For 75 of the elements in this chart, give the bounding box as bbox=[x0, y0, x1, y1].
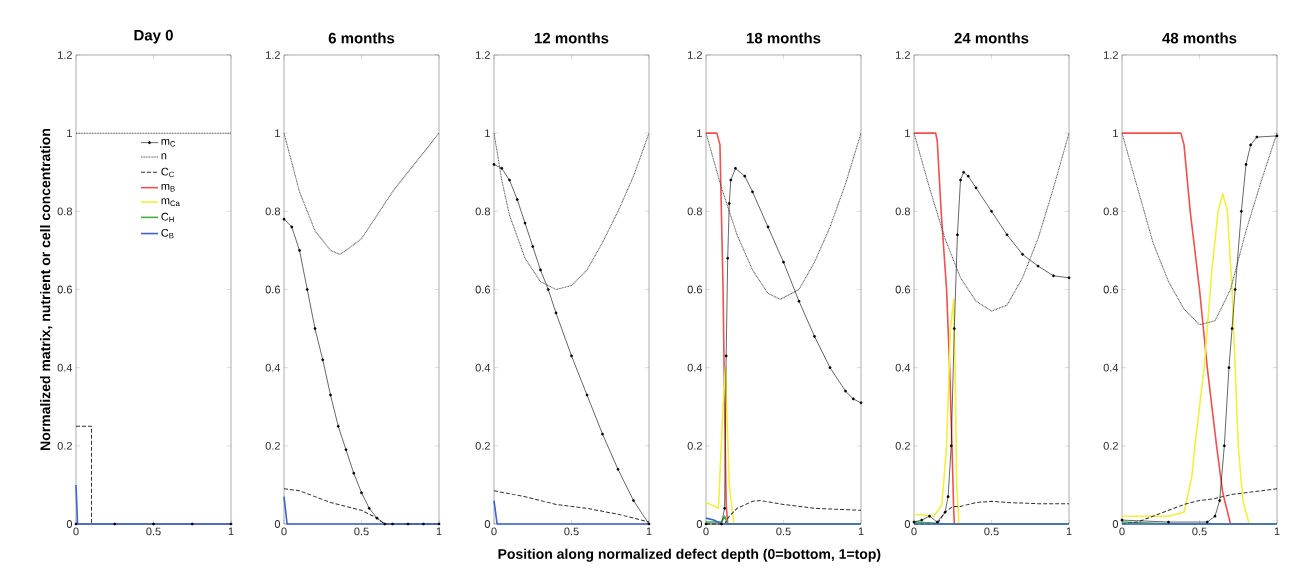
y-tick-label: 0.2 bbox=[57, 441, 72, 450]
y-tick-label: 0.8 bbox=[1103, 207, 1118, 216]
y-axis-title: Normalized matrix, nutrient or cell concentration bbox=[40, 128, 53, 450]
y-tick-label: 0.8 bbox=[687, 207, 702, 216]
x-tick-label: 0 bbox=[73, 527, 79, 536]
y-tick-label: 0.2 bbox=[475, 441, 490, 450]
chart-title: 6 months bbox=[328, 32, 395, 44]
y-tick-label: 1.2 bbox=[896, 51, 910, 59]
y-tick-label: 0 bbox=[1112, 520, 1119, 528]
chart-title: 48 months bbox=[1162, 32, 1237, 44]
x-tick-label: 0 bbox=[1119, 527, 1125, 536]
x-tick-label: 0 bbox=[281, 527, 287, 536]
y-tick-label: 1.2 bbox=[476, 51, 490, 59]
x-tick-label: 1 bbox=[436, 527, 442, 536]
y-tick-label: 0.6 bbox=[265, 285, 280, 294]
legend-label: n bbox=[161, 153, 167, 160]
y-tick-label: 0.8 bbox=[265, 207, 280, 216]
y-tick-label: 0.6 bbox=[57, 285, 72, 294]
y-tick-label: 0.4 bbox=[895, 363, 911, 372]
x-tick-label: 1 bbox=[1066, 527, 1072, 536]
y-tick-label: 1 bbox=[275, 129, 280, 137]
legend-label: m$_{C}$ bbox=[161, 138, 176, 147]
chart-title: 18 months bbox=[746, 32, 821, 44]
y-tick-label: 1.2 bbox=[688, 51, 702, 59]
y-tick-label: 0.6 bbox=[895, 285, 910, 294]
legend-label: C$_{H}$ bbox=[161, 212, 174, 223]
y-tick-label: 1 bbox=[485, 129, 490, 137]
y-tick-label: 0.6 bbox=[475, 285, 490, 294]
x-tick-label: 0 bbox=[491, 527, 497, 536]
legend-label: m$_{Ca}$ bbox=[161, 198, 180, 206]
y-tick-label: 0.4 bbox=[57, 363, 73, 372]
y-tick-label: 0 bbox=[904, 520, 911, 528]
y-tick-label: 1 bbox=[67, 129, 72, 137]
legend-label: C$_{B}$ bbox=[161, 228, 174, 239]
x-tick-label: 1 bbox=[646, 527, 652, 536]
y-tick-label: 0.2 bbox=[895, 441, 910, 450]
y-tick-label: 0.8 bbox=[475, 207, 490, 216]
chart-title: Day 0 bbox=[134, 29, 173, 44]
y-tick-label: 1.2 bbox=[1104, 51, 1118, 59]
y-tick-label: 0.4 bbox=[687, 363, 703, 372]
y-tick-label: 1.2 bbox=[266, 51, 280, 59]
x-tick-label: 0 bbox=[703, 527, 709, 536]
y-tick-label: 1 bbox=[697, 129, 702, 137]
x-tick-label: 0.5 bbox=[984, 527, 999, 536]
y-tick-label: 0 bbox=[274, 520, 281, 528]
y-tick-label: 0.2 bbox=[265, 441, 280, 450]
legend-label: m$_{B}$ bbox=[161, 183, 175, 192]
chart-title: 12 months bbox=[534, 32, 609, 44]
y-tick-label: 0.6 bbox=[1103, 285, 1118, 294]
y-tick-label: 0 bbox=[696, 520, 703, 528]
x-tick-label: 1 bbox=[1274, 527, 1280, 536]
y-tick-label: 0.6 bbox=[687, 285, 702, 294]
legend-label: C$_{C}$ bbox=[161, 167, 175, 178]
x-tick-label: 0.5 bbox=[564, 527, 579, 536]
x-tick-label: 0.5 bbox=[354, 527, 369, 536]
y-tick-label: 1 bbox=[905, 129, 910, 137]
y-tick-label: 0.4 bbox=[1103, 363, 1119, 372]
y-tick-label: 1.2 bbox=[58, 51, 72, 59]
x-tick-label: 0.5 bbox=[776, 527, 791, 536]
x-axis-title: Position along normalized defect depth (0=bottom, 1=top) bbox=[498, 548, 881, 562]
x-tick-label: 1 bbox=[228, 527, 234, 536]
y-tick-label: 0.8 bbox=[895, 207, 910, 216]
x-tick-label: 0.5 bbox=[146, 527, 161, 536]
y-tick-label: 0.4 bbox=[475, 363, 491, 372]
y-tick-label: 0.8 bbox=[57, 207, 72, 216]
y-tick-label: 0.4 bbox=[265, 363, 281, 372]
y-tick-label: 0.2 bbox=[1103, 441, 1118, 450]
y-tick-label: 0 bbox=[484, 520, 491, 528]
y-tick-label: 0 bbox=[66, 520, 73, 528]
x-tick-label: 0 bbox=[911, 527, 917, 536]
y-tick-label: 1 bbox=[1113, 129, 1118, 137]
x-tick-label: 1 bbox=[858, 527, 864, 536]
x-tick-label: 0.5 bbox=[1192, 527, 1207, 536]
y-tick-label: 0.2 bbox=[687, 441, 702, 450]
chart-title: 24 months bbox=[954, 32, 1029, 44]
